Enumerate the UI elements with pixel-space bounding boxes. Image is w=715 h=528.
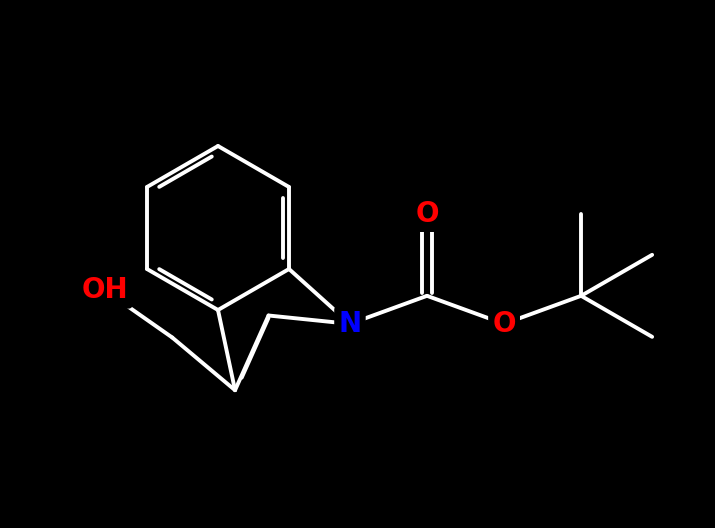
Text: N: N [338,310,362,338]
Text: O: O [415,200,439,228]
Text: O: O [493,310,516,338]
Text: OH: OH [82,277,129,305]
